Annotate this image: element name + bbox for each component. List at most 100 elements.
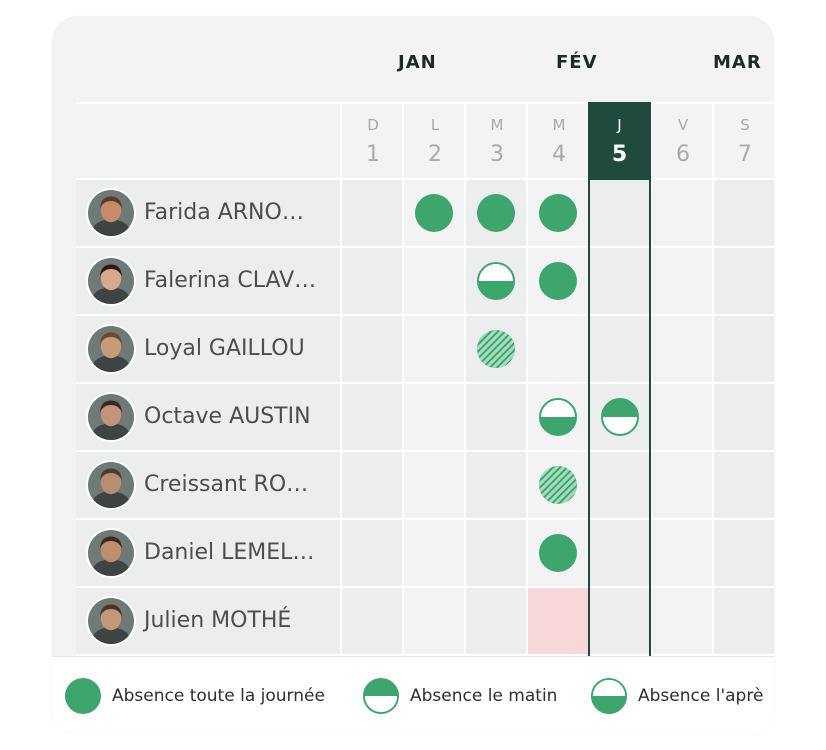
- person-cell[interactable]: Creissant RO…: [76, 452, 340, 518]
- person-name: Julien MOTHÉ: [144, 608, 292, 633]
- month-header: JAN FÉV MAR: [52, 16, 774, 104]
- day-cell-6[interactable]: [652, 520, 712, 586]
- day-cell-7[interactable]: [714, 248, 774, 314]
- day-letter: D: [367, 116, 379, 134]
- pending-absence-icon: [477, 330, 515, 368]
- grid-divider: [76, 246, 774, 248]
- day-cell-6[interactable]: [652, 452, 712, 518]
- day-cell-5[interactable]: [590, 316, 650, 382]
- day-cell-4[interactable]: [528, 520, 588, 586]
- avatar: [86, 256, 136, 306]
- grid-divider: [712, 102, 714, 668]
- grid-divider: [402, 102, 404, 668]
- day-letter: L: [430, 116, 440, 134]
- day-cell-5[interactable]: [590, 180, 650, 246]
- day-number: 7: [738, 142, 752, 167]
- day-cell-4[interactable]: [528, 248, 588, 314]
- day-cell-6[interactable]: [652, 180, 712, 246]
- day-cell-2[interactable]: [404, 316, 464, 382]
- person-cell[interactable]: Falerina CLAV…: [76, 248, 340, 314]
- person-cell[interactable]: Julien MOTHÉ: [76, 588, 340, 654]
- day-cell-7[interactable]: [714, 180, 774, 246]
- day-cell-1[interactable]: [342, 180, 402, 246]
- day-cell-2[interactable]: [404, 520, 464, 586]
- day-cell-6[interactable]: [652, 384, 712, 450]
- day-cell-7[interactable]: [714, 316, 774, 382]
- day-cell-4[interactable]: [528, 384, 588, 450]
- day-cell-4[interactable]: [528, 316, 588, 382]
- day-number: 5: [611, 142, 628, 167]
- day-cell-2[interactable]: [404, 384, 464, 450]
- day-cell-3[interactable]: [466, 520, 526, 586]
- avatar-icon: [88, 394, 134, 440]
- day-cell-6[interactable]: [652, 588, 712, 654]
- day-cell-5[interactable]: [590, 588, 650, 654]
- day-cell-1[interactable]: [342, 384, 402, 450]
- day-cell-5[interactable]: [590, 520, 650, 586]
- day-cell-3[interactable]: [466, 384, 526, 450]
- day-cell-1[interactable]: [342, 520, 402, 586]
- person-cell[interactable]: Octave AUSTIN: [76, 384, 340, 450]
- day-cell-3[interactable]: [466, 316, 526, 382]
- person-cell[interactable]: Loyal GAILLOU: [76, 316, 340, 382]
- grid-divider: [340, 102, 342, 668]
- day-cell-4[interactable]: [528, 452, 588, 518]
- person-name: Loyal GAILLOU: [144, 336, 305, 361]
- full-day-absence-icon: [539, 534, 577, 572]
- table-row: Creissant RO…: [76, 452, 774, 520]
- day-cell-6[interactable]: [652, 248, 712, 314]
- legend-afternoon-label: Absence l'aprè: [638, 686, 764, 706]
- day-cell-4[interactable]: [528, 588, 588, 654]
- day-cell-6[interactable]: [652, 316, 712, 382]
- absence-legend: Absence toute la journée Absence le mati…: [52, 656, 774, 734]
- grid-divider: [76, 382, 774, 384]
- day-cell-7[interactable]: [714, 588, 774, 654]
- day-cell-2[interactable]: [404, 248, 464, 314]
- full-day-absence-icon: [539, 194, 577, 232]
- day-cell-2[interactable]: [404, 588, 464, 654]
- person-name: Creissant RO…: [144, 472, 309, 497]
- day-cell-1[interactable]: [342, 248, 402, 314]
- day-cell-5[interactable]: [590, 452, 650, 518]
- day-cell-5[interactable]: [590, 248, 650, 314]
- afternoon-absence-icon: [590, 677, 628, 715]
- day-cell-7[interactable]: [714, 384, 774, 450]
- avatar: [86, 324, 136, 374]
- month-label-mar[interactable]: MAR: [713, 52, 762, 73]
- day-cell-3[interactable]: [466, 452, 526, 518]
- day-cell-1[interactable]: [342, 588, 402, 654]
- afternoon-absence-icon: [477, 262, 515, 300]
- day-cell-7[interactable]: [714, 452, 774, 518]
- day-cell-7[interactable]: [714, 520, 774, 586]
- calendar-card: JAN FÉV MAR D 1 L 2 M 3 M 4 V 6 S 7 Farida ARNO… Fale…: [52, 16, 774, 732]
- month-label-feb[interactable]: FÉV: [556, 52, 598, 73]
- avatar-icon: [88, 190, 134, 236]
- day-cell-3[interactable]: [466, 180, 526, 246]
- day-cell-1[interactable]: [342, 316, 402, 382]
- legend-morning-label: Absence le matin: [410, 686, 558, 706]
- morning-absence-icon: [601, 398, 639, 436]
- month-label-jan[interactable]: JAN: [398, 52, 437, 73]
- day-cell-2[interactable]: [404, 452, 464, 518]
- day-letter: M: [552, 116, 566, 134]
- person-cell[interactable]: Farida ARNO…: [76, 180, 340, 246]
- grid-divider: [76, 450, 774, 452]
- day-cell-3[interactable]: [466, 248, 526, 314]
- person-cell[interactable]: Daniel LEMEL…: [76, 520, 340, 586]
- day-number: 3: [490, 142, 504, 167]
- day-cell-1[interactable]: [342, 452, 402, 518]
- grid-divider: [76, 654, 774, 656]
- day-cell-5[interactable]: [590, 384, 650, 450]
- day-cell-2[interactable]: [404, 180, 464, 246]
- day-cell-4[interactable]: [528, 180, 588, 246]
- person-name: Falerina CLAV…: [144, 268, 317, 293]
- day-cell-3[interactable]: [466, 588, 526, 654]
- morning-absence-icon: [362, 677, 400, 715]
